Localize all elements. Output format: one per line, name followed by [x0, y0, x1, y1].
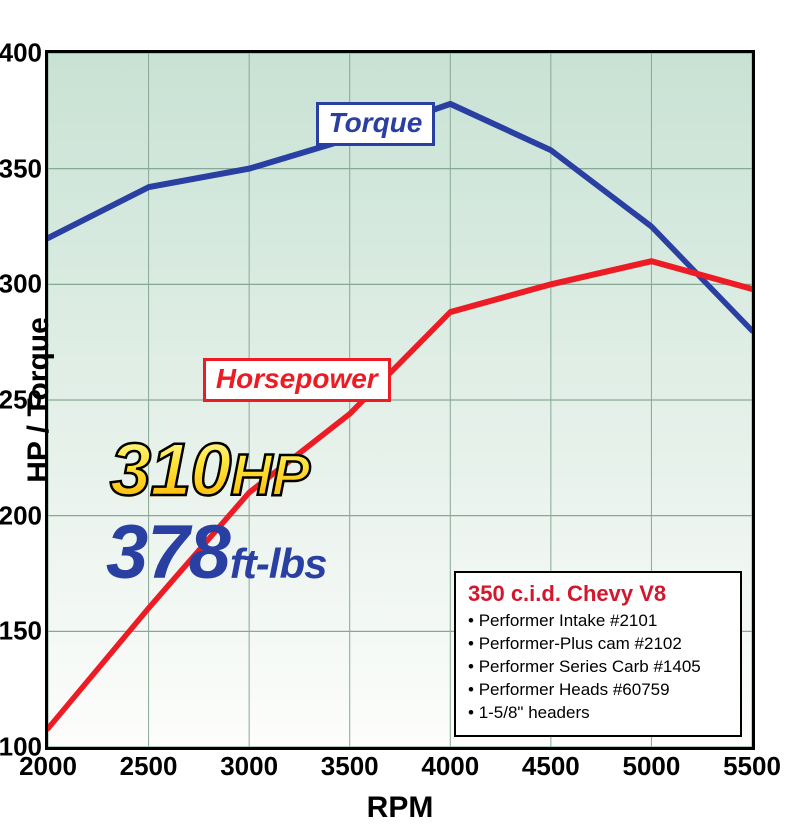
x-tick: 2500 — [120, 751, 178, 782]
hp-callout: 310HP — [110, 433, 309, 507]
x-tick: 5000 — [623, 751, 681, 782]
x-axis-title: RPM — [367, 791, 434, 825]
specs-title: 350 c.i.d. Chevy V8 — [468, 581, 728, 607]
specs-item: Performer Intake #2101 — [468, 610, 728, 633]
horsepower-label-box: Horsepower — [203, 358, 391, 402]
y-axis-title: HP / Torque — [22, 317, 56, 483]
torque-label-box: Torque — [316, 102, 436, 146]
tq-callout-unit: ft-lbs — [230, 540, 327, 587]
y-tick: 350 — [0, 153, 42, 184]
horsepower-label-text: Horsepower — [216, 363, 378, 394]
specs-item: Performer Heads #60759 — [468, 679, 728, 702]
y-tick: 400 — [0, 38, 42, 69]
x-tick: 5500 — [723, 751, 781, 782]
x-tick: 3000 — [220, 751, 278, 782]
x-axis-labels: 20002500300035004000450050005500 — [48, 751, 752, 785]
hp-callout-unit: HP — [230, 443, 309, 508]
specs-box: 350 c.i.d. Chevy V8 Performer Intake #21… — [454, 571, 742, 737]
x-tick: 3500 — [321, 751, 379, 782]
tq-callout-value: 378 — [106, 510, 230, 595]
y-tick: 200 — [0, 500, 42, 531]
specs-list: Performer Intake #2101Performer-Plus cam… — [468, 610, 728, 725]
dyno-chart: Torque Horsepower 310HP 378ft-lbs 350 c.… — [45, 50, 755, 750]
y-tick: 150 — [0, 616, 42, 647]
torque-label-text: Torque — [329, 107, 423, 138]
specs-item: Performer-Plus cam #2102 — [468, 633, 728, 656]
y-tick: 300 — [0, 269, 42, 300]
x-tick: 4000 — [421, 751, 479, 782]
specs-item: Performer Series Carb #1405 — [468, 656, 728, 679]
specs-item: 1-5/8" headers — [468, 702, 728, 725]
x-tick: 4500 — [522, 751, 580, 782]
x-tick: 2000 — [19, 751, 77, 782]
hp-callout-value: 310 — [110, 428, 230, 511]
tq-callout: 378ft-lbs — [106, 515, 326, 591]
